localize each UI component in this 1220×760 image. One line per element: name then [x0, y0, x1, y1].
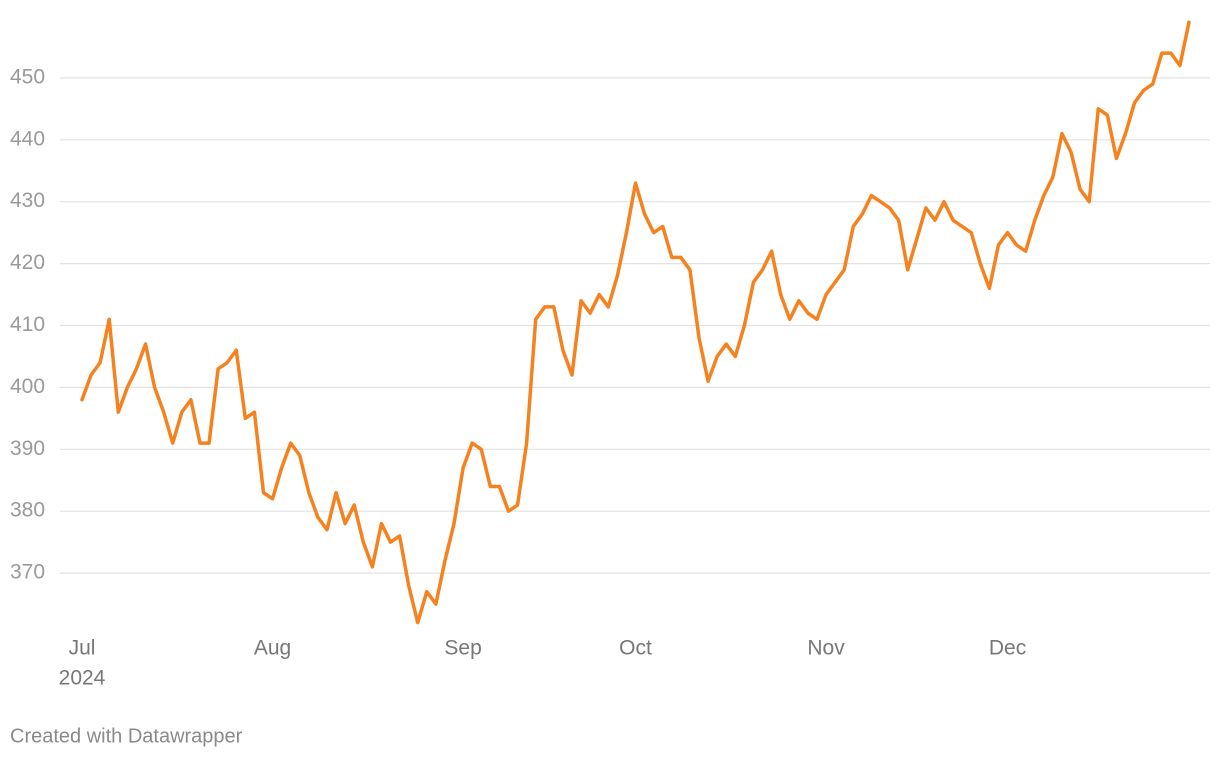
y-tick-label: 450: [10, 65, 45, 88]
y-tick-label: 390: [10, 437, 45, 460]
x-tick-label: Aug: [254, 637, 291, 660]
y-tick-label: 370: [10, 561, 45, 584]
footer: Created with Datawrapper: [10, 725, 243, 747]
y-tick-label: 410: [10, 313, 45, 336]
year-label: 2024: [59, 667, 106, 690]
y-tick-label: 440: [10, 127, 45, 150]
x-tick-label: Dec: [989, 637, 1026, 660]
y-tick-label: 430: [10, 189, 45, 212]
y-tick-label: 400: [10, 375, 45, 398]
x-tick-label: Oct: [619, 637, 652, 660]
y-tick-label: 380: [10, 499, 45, 522]
x-tick-label: Nov: [807, 637, 845, 660]
x-tick-label: Sep: [444, 637, 481, 660]
line: [80, 20, 1191, 625]
y-tick-label: 420: [10, 251, 45, 274]
x-tick-label: Jul: [69, 637, 96, 660]
